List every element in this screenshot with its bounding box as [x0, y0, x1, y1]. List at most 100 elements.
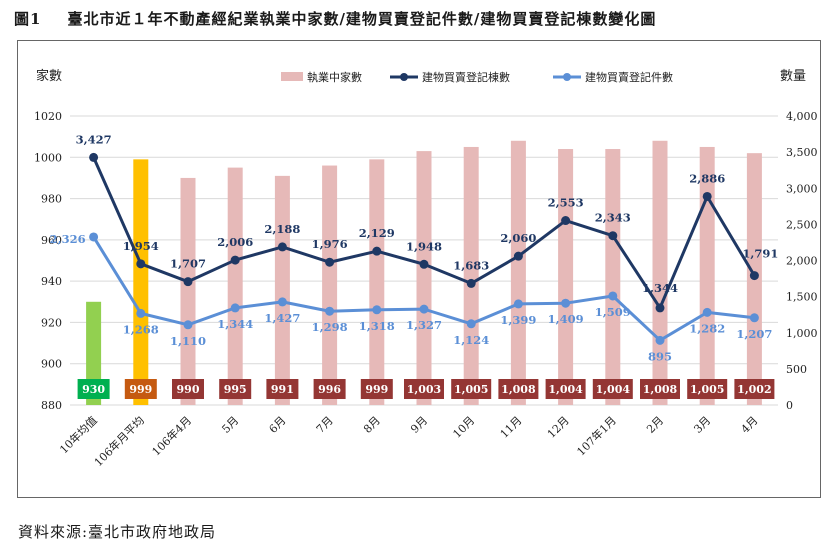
- buildings-value-label: 1,344: [642, 281, 678, 295]
- cases-value-label: 2,326: [50, 232, 86, 246]
- bar: [699, 146, 715, 405]
- bar-value-label: 996: [318, 383, 341, 396]
- bar-value-badge: [640, 379, 680, 399]
- cases-value-label: 1,409: [548, 312, 584, 326]
- cases-point: [372, 305, 382, 315]
- right-axis-title: 數量: [780, 69, 806, 84]
- bar-value-label: 1,008: [501, 383, 536, 396]
- legend-label-cases: 建物買賣登記件數: [585, 70, 673, 84]
- cases-value-label: 1,268: [123, 322, 159, 336]
- left-axis-title: 家數: [36, 68, 62, 84]
- category-label: 106年月平均: [91, 413, 147, 469]
- bar-value-badge: [360, 379, 393, 399]
- bar: [180, 177, 196, 405]
- left-axis-tick-label: 920: [41, 316, 62, 329]
- category-label: 9月: [408, 414, 430, 436]
- left-axis-tick-label: 1000: [34, 151, 62, 164]
- bar-value-label: 1,004: [548, 383, 583, 396]
- cases-point: [230, 303, 240, 313]
- buildings-point: [561, 216, 571, 226]
- right-axis-tick-label: 4,000: [786, 110, 818, 123]
- bar-value-badge: [219, 379, 252, 399]
- bar: [605, 149, 621, 405]
- figure-number: 圖1: [14, 10, 42, 28]
- cases-point: [136, 308, 146, 318]
- bar-value-badge: [404, 379, 444, 399]
- right-axis-tick-label: 500: [786, 363, 807, 376]
- combo-chart: 880 900 920 940 960 980 1000 1020 0 500 1,000 1,500…: [34, 68, 818, 469]
- legend-swatch-bar: [281, 72, 303, 81]
- cases-value-label: 1,427: [264, 311, 300, 325]
- buildings-point: [655, 303, 665, 313]
- buildings-value-label: 1,976: [312, 237, 348, 251]
- bar-value-label: 1,003: [407, 383, 441, 396]
- left-axis-tick-label: 980: [41, 193, 62, 206]
- bar-value-badge: [734, 379, 775, 399]
- legend-marker-buildings: [400, 73, 408, 81]
- category-label: 5月: [219, 414, 241, 436]
- cases-point: [513, 299, 523, 309]
- right-axis-tick-label: 1,000: [786, 327, 818, 340]
- bar: [322, 165, 338, 405]
- left-axis-tick-label: 940: [41, 275, 62, 288]
- bar: [652, 140, 668, 405]
- bar: [133, 159, 149, 405]
- legend-marker-cases: [563, 73, 571, 81]
- right-axis-tick-label: 0: [786, 399, 793, 412]
- category-label: 10年均值: [57, 413, 100, 456]
- buildings-value-label: 3,427: [76, 132, 112, 146]
- buildings-value-label: 1,683: [453, 258, 489, 272]
- bar-value-label: 1,005: [454, 383, 488, 396]
- cases-value-label: 1,344: [217, 317, 253, 331]
- cases-value-label: 1,399: [500, 313, 536, 327]
- buildings-point: [702, 191, 712, 201]
- bar-value-badge: [687, 379, 728, 399]
- chart-frame: 880 900 920 940 960 980 1000 1020 0 500 1,000 1,500…: [17, 40, 821, 498]
- category-label: 107年1月: [574, 413, 619, 458]
- category-label: 11月: [498, 414, 525, 441]
- category-label: 7月: [314, 414, 336, 436]
- right-axis-tick-label: 3,000: [786, 182, 818, 195]
- buildings-value-label: 1,948: [406, 239, 442, 253]
- buildings-point: [419, 259, 429, 269]
- buildings-point: [466, 278, 476, 288]
- cases-point: [89, 232, 99, 242]
- buildings-value-label: 2,343: [595, 211, 631, 225]
- legend-label-buildings: 建物買賣登記棟數: [422, 70, 510, 84]
- buildings-point: [89, 152, 99, 162]
- buildings-point: [183, 277, 193, 287]
- bar-value-badge: [451, 379, 492, 399]
- bar-value-label: 999: [365, 383, 388, 396]
- buildings-point: [513, 251, 523, 261]
- buildings-point: [372, 246, 382, 256]
- bar-value-badge: [545, 379, 586, 399]
- cases-point: [466, 319, 476, 329]
- buildings-value-label: 2,006: [217, 235, 253, 249]
- bar: [369, 159, 385, 405]
- cases-value-label: 1,318: [359, 319, 395, 333]
- bar-value-label: 930: [82, 383, 105, 396]
- buildings-point: [749, 271, 759, 281]
- legend-label-bar: 執業中家數: [307, 70, 362, 84]
- cases-value-label: 1,298: [312, 320, 348, 334]
- bar-value-badge: [498, 379, 539, 399]
- cases-value-label: 895: [648, 349, 672, 363]
- bar-value-label: 991: [271, 383, 294, 396]
- buildings-point: [230, 255, 240, 265]
- cases-point: [277, 297, 287, 307]
- bar-value-badge: [77, 379, 110, 399]
- bar: [463, 146, 479, 405]
- cases-point: [183, 320, 193, 330]
- bar: [558, 149, 574, 405]
- figure-title-text: 臺北市近１年不動產經紀業執業中家數/建物買賣登記件數/建物買賣登記棟數變化圖: [67, 10, 657, 28]
- left-axis-tick-label: 880: [41, 399, 62, 412]
- bar-value-badge: [172, 379, 204, 399]
- cases-point: [749, 313, 759, 323]
- cases-value-label: 1,124: [453, 333, 489, 347]
- cases-value-label: 1,509: [595, 305, 631, 319]
- bar: [274, 175, 290, 405]
- category-label: 106年4月: [149, 413, 194, 458]
- cases-point: [608, 291, 618, 301]
- buildings-value-label: 2,886: [689, 171, 725, 185]
- cases-point: [655, 335, 665, 345]
